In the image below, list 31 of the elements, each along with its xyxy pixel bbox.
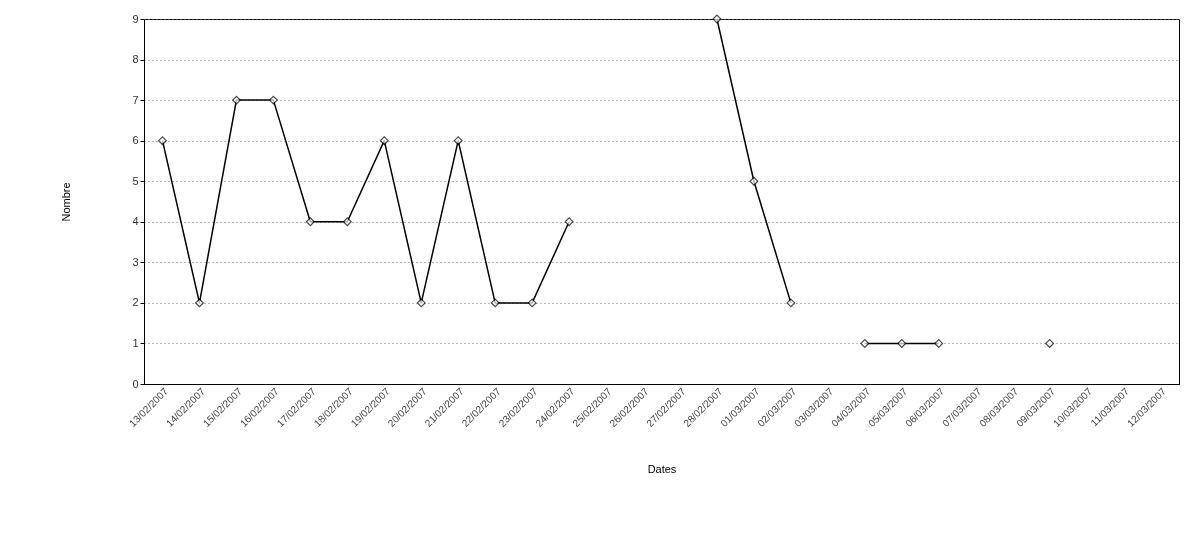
point [527,298,537,308]
point [342,217,352,227]
y-tick-label: 2 [132,296,139,309]
y-tick-label: 5 [132,174,139,187]
point [305,217,315,227]
y-tick-label: 6 [132,134,139,147]
point [453,136,463,146]
y-tick-label: 1 [132,336,139,349]
point [490,298,500,308]
y-tick-label: 4 [132,215,139,228]
point [231,95,241,105]
point [268,95,278,105]
point [860,338,870,348]
point [897,338,907,348]
y-tick-label: 7 [132,93,139,106]
point [1045,338,1055,348]
x-axis-title: Dates [647,462,677,475]
y-tick-label: 0 [132,377,139,390]
y-tick-label: 9 [132,12,139,25]
point [194,298,204,308]
point [158,136,167,146]
point [749,176,759,186]
y-tick-label: 3 [132,255,139,268]
point [712,14,722,24]
point [564,217,574,227]
y-axis-title: Nombre [60,182,73,222]
y-tick-label: 8 [132,53,139,66]
point [786,298,796,308]
point [416,298,426,308]
point [934,338,944,348]
point [379,136,389,146]
